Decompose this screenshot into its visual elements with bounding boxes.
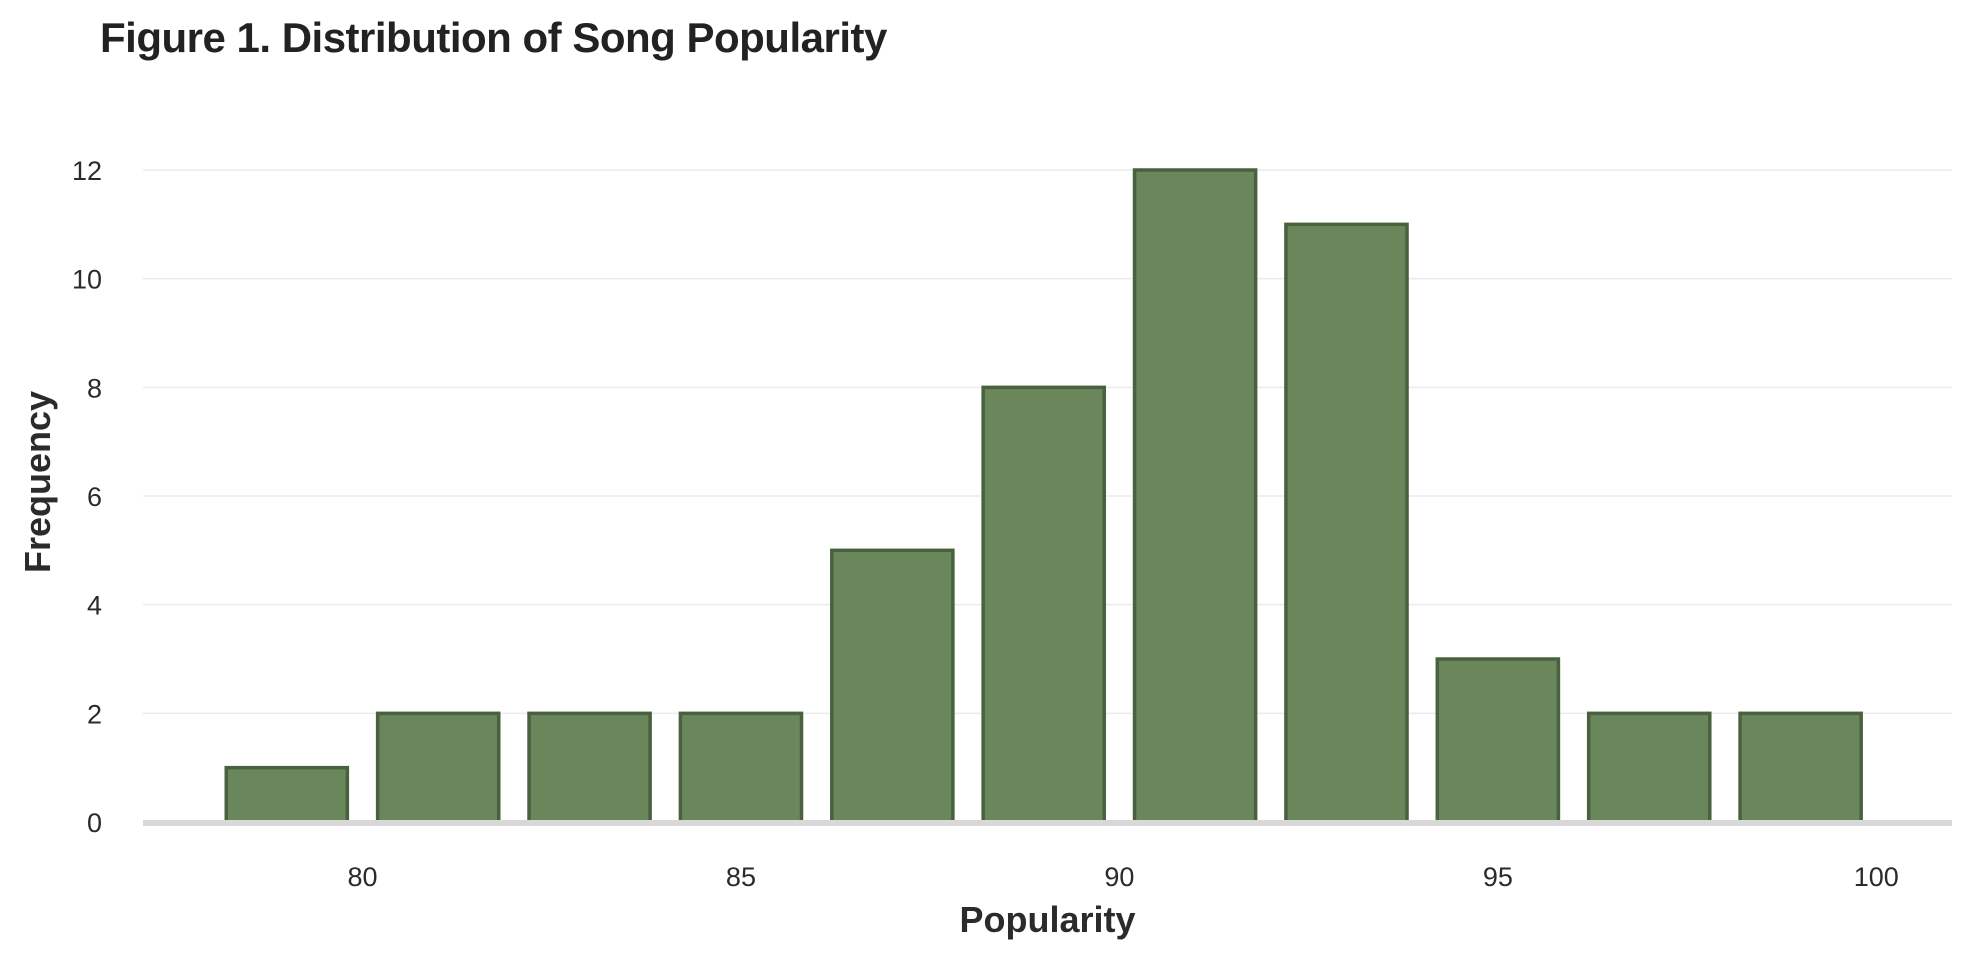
y-tick-label: 4	[87, 591, 102, 621]
x-tick-label: 100	[1854, 862, 1899, 892]
chart-title: Figure 1. Distribution of Song Popularit…	[100, 14, 887, 61]
histogram-bar	[527, 711, 652, 824]
y-tick-label: 10	[72, 265, 102, 295]
x-tick-label: 90	[1104, 862, 1134, 892]
y-tick-label: 6	[87, 482, 102, 512]
x-tick-labels: 80 85 90 95 100	[347, 862, 1898, 892]
histogram-bar	[1284, 222, 1409, 824]
histogram-bar	[1586, 711, 1712, 824]
histogram-bar	[981, 385, 1107, 824]
y-tick-label: 0	[87, 808, 102, 838]
y-tick-labels: 0 2 4 6 8 10 12	[72, 156, 102, 838]
y-tick-label: 12	[72, 156, 102, 186]
histogram-bar	[1132, 168, 1258, 824]
y-tick-label: 2	[87, 699, 102, 729]
x-axis-title: Popularity	[959, 899, 1135, 940]
histogram-bar	[830, 548, 955, 824]
histogram-bar	[224, 765, 350, 824]
x-tick-label: 95	[1483, 862, 1513, 892]
histogram-bar	[375, 711, 501, 824]
y-tick-label: 8	[87, 373, 102, 403]
y-axis-title: Frequency	[17, 391, 58, 573]
x-tick-label: 80	[347, 862, 377, 892]
x-tick-label: 85	[726, 862, 756, 892]
histogram-bar	[678, 711, 804, 824]
histogram-bar	[1435, 657, 1561, 824]
bars	[224, 168, 1863, 824]
histogram-bar	[1738, 711, 1863, 824]
